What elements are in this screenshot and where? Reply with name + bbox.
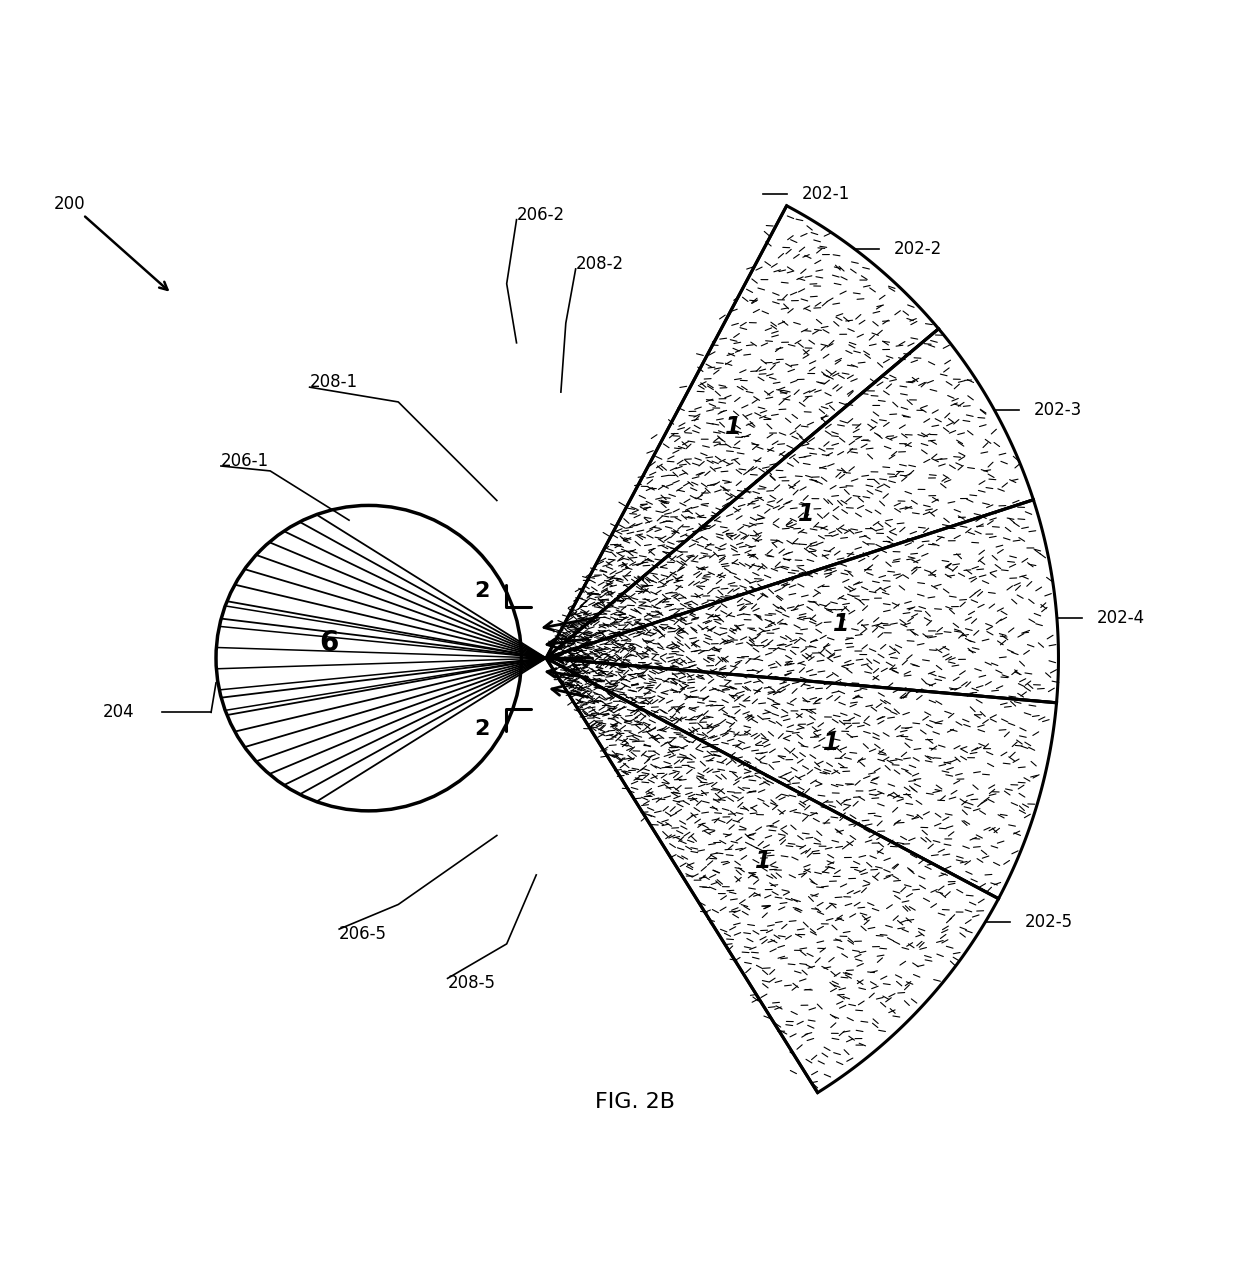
Polygon shape [546,499,1059,703]
Text: 1: 1 [823,731,839,755]
Text: 206-1: 206-1 [221,452,269,470]
Text: 208-1: 208-1 [310,374,358,392]
Text: 2: 2 [475,582,490,601]
Text: 208-2: 208-2 [575,255,624,272]
Text: 202-4: 202-4 [1096,609,1145,627]
Text: 206-2: 206-2 [517,205,564,224]
Text: 1: 1 [725,416,742,440]
Text: 206-5: 206-5 [340,925,387,943]
Polygon shape [546,205,939,658]
Text: 202-5: 202-5 [1024,914,1073,931]
Text: 204: 204 [103,703,134,721]
Polygon shape [546,328,1033,658]
Text: 1: 1 [797,502,815,526]
Text: FIG. 2B: FIG. 2B [595,1092,675,1111]
Text: 200: 200 [53,195,86,213]
Text: 208-5: 208-5 [448,974,496,992]
Text: 1: 1 [755,849,771,873]
Text: 6: 6 [320,630,339,658]
Polygon shape [546,658,1056,898]
Text: 202-3: 202-3 [1034,400,1081,418]
Text: 2: 2 [475,720,490,739]
Text: 1: 1 [833,612,849,636]
Polygon shape [546,658,998,1092]
Text: 202-1: 202-1 [802,185,851,203]
Text: 202-2: 202-2 [894,239,942,258]
